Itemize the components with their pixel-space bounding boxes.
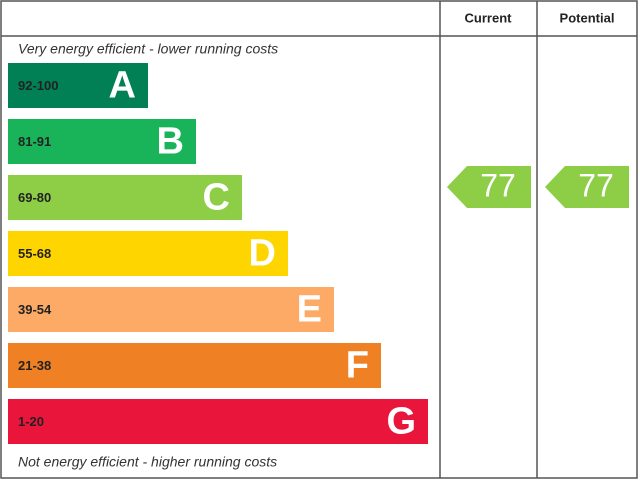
current-score: 77: [480, 167, 516, 203]
band-range: 39-54: [18, 302, 52, 317]
top-note: Very energy efficient - lower running co…: [18, 41, 278, 57]
band-bar: [8, 399, 428, 444]
band-letter: C: [203, 177, 230, 219]
band-letter: F: [346, 345, 369, 387]
bottom-note: Not energy efficient - higher running co…: [18, 454, 277, 470]
potential-score: 77: [578, 167, 614, 203]
band-bar: [8, 287, 334, 332]
band-bar: [8, 175, 242, 220]
band-bar: [8, 343, 381, 388]
current-arrow: [447, 166, 531, 208]
band-range: 1-20: [18, 414, 44, 429]
band-letter: G: [386, 401, 416, 443]
band-letter: B: [157, 121, 184, 163]
band-letter: A: [109, 65, 136, 107]
band-bar: [8, 119, 196, 164]
band-letter: E: [297, 289, 322, 331]
band-range: 92-100: [18, 78, 58, 93]
band-range: 81-91: [18, 134, 51, 149]
band-range: 21-38: [18, 358, 51, 373]
band-range: 69-80: [18, 190, 51, 205]
bands: 92-100 A 81-91 B 69-80 C 55-68 D 39-54 E 21-38 F 1-2…: [8, 63, 428, 444]
band-bar: [8, 231, 288, 276]
band-range: 55-68: [18, 246, 51, 261]
current-header: Current: [465, 10, 513, 25]
potential-arrow: [545, 166, 629, 208]
band-letter: D: [249, 233, 276, 275]
potential-header: Potential: [560, 10, 615, 25]
band-bar: [8, 63, 148, 108]
